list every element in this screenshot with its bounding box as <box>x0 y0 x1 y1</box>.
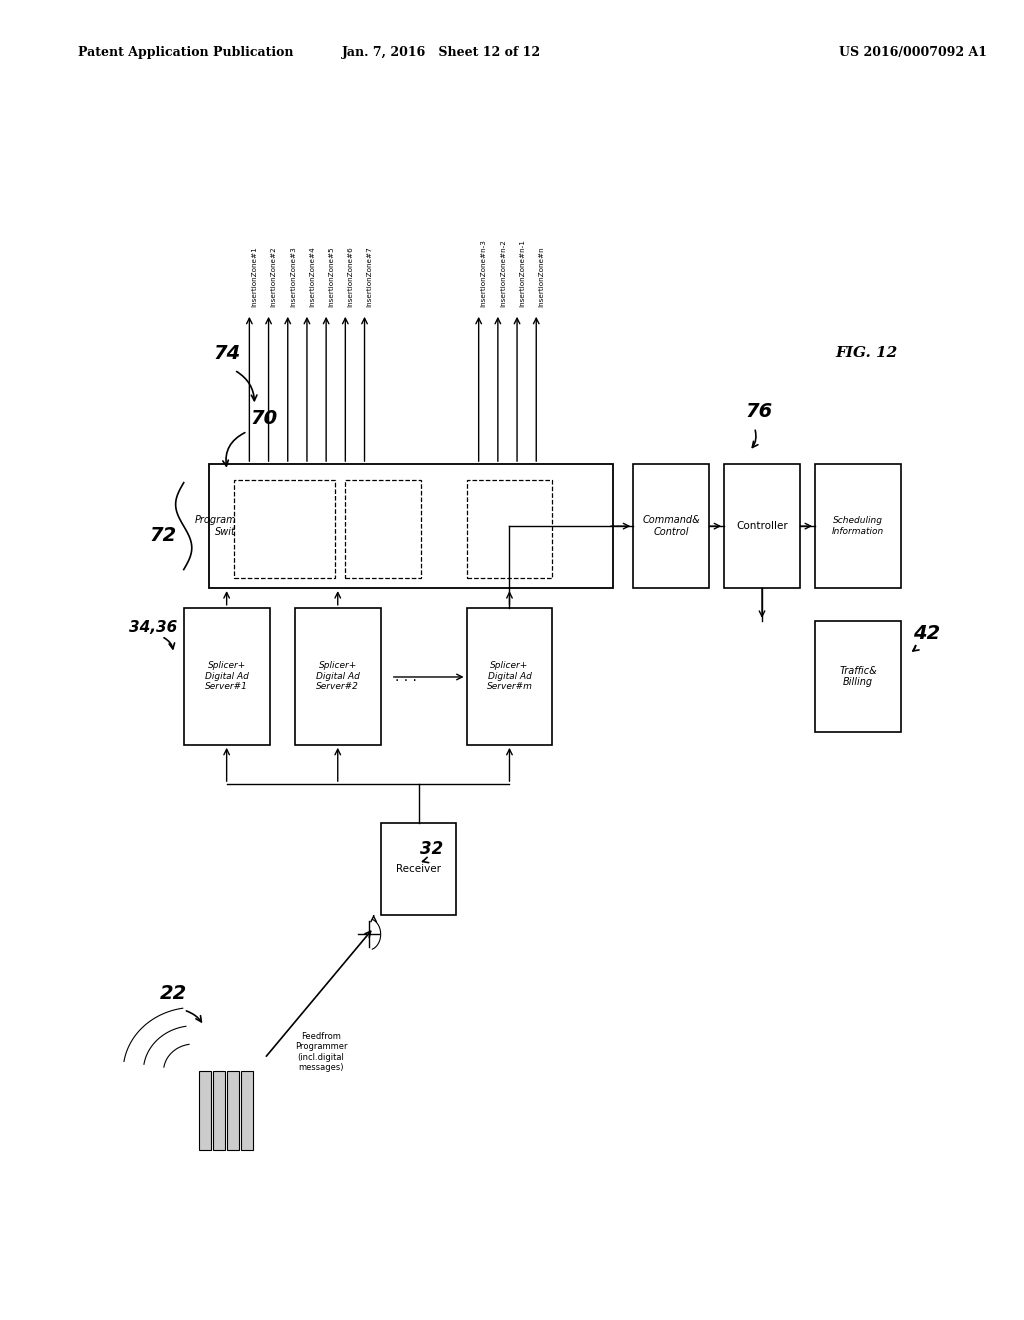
Bar <box>815 620 901 731</box>
Text: Scheduling
Information: Scheduling Information <box>831 516 884 536</box>
Bar <box>295 607 381 744</box>
Text: 34,36: 34,36 <box>129 620 177 635</box>
Bar <box>234 479 335 578</box>
Text: InsertionZone#3: InsertionZone#3 <box>290 247 296 308</box>
Text: 22: 22 <box>160 983 187 1003</box>
Bar <box>724 465 800 589</box>
Bar <box>213 1072 225 1150</box>
Text: 72: 72 <box>150 527 177 545</box>
Text: Jan. 7, 2016   Sheet 12 of 12: Jan. 7, 2016 Sheet 12 of 12 <box>342 46 541 59</box>
Text: InsertionZone#5: InsertionZone#5 <box>328 247 334 308</box>
Text: Splicer+
Digital Ad
Server#2: Splicer+ Digital Ad Server#2 <box>315 661 359 692</box>
Text: InsertionZone#n-2: InsertionZone#n-2 <box>500 239 506 308</box>
Text: Receiver: Receiver <box>396 865 441 874</box>
Text: InsertionZone#7: InsertionZone#7 <box>367 247 373 308</box>
Text: InsertionZone#2: InsertionZone#2 <box>270 247 276 308</box>
Bar <box>183 607 269 744</box>
Text: 70: 70 <box>251 409 279 428</box>
Text: Programmable
Switch: Programmable Switch <box>196 515 267 537</box>
Text: InsertionZone#n: InsertionZone#n <box>539 247 545 308</box>
Bar <box>815 465 901 589</box>
Bar <box>381 824 457 915</box>
Bar <box>242 1072 253 1150</box>
Text: Traffic&
Billing: Traffic& Billing <box>839 665 877 688</box>
Text: InsertionZone#n-1: InsertionZone#n-1 <box>519 239 525 308</box>
Text: Feedfrom
Programmer
(incl.digital
messages): Feedfrom Programmer (incl.digital messag… <box>295 1032 347 1072</box>
Text: Controller: Controller <box>736 521 787 531</box>
Text: 76: 76 <box>745 403 773 421</box>
Text: InsertionZone#1: InsertionZone#1 <box>251 247 257 308</box>
Text: InsertionZone#4: InsertionZone#4 <box>309 247 315 308</box>
Text: InsertionZone#n-3: InsertionZone#n-3 <box>480 239 486 308</box>
Text: FIG. 12: FIG. 12 <box>836 346 897 360</box>
Text: 32: 32 <box>420 841 442 858</box>
Text: Patent Application Publication: Patent Application Publication <box>78 46 293 59</box>
Bar <box>209 465 613 589</box>
Text: 42: 42 <box>912 624 940 643</box>
Bar <box>633 465 709 589</box>
Text: Splicer+
Digital Ad
Server#m: Splicer+ Digital Ad Server#m <box>486 661 532 692</box>
Bar <box>467 479 552 578</box>
Bar <box>227 1072 240 1150</box>
Text: . . .: . . . <box>395 671 417 684</box>
Bar <box>467 607 552 744</box>
Text: US 2016/0007092 A1: US 2016/0007092 A1 <box>839 46 987 59</box>
Text: InsertionZone#6: InsertionZone#6 <box>347 247 353 308</box>
Text: Command&
Control: Command& Control <box>642 515 700 537</box>
Bar <box>345 479 421 578</box>
Text: Splicer+
Digital Ad
Server#1: Splicer+ Digital Ad Server#1 <box>205 661 249 692</box>
Bar <box>199 1072 211 1150</box>
Text: 74: 74 <box>214 343 241 363</box>
